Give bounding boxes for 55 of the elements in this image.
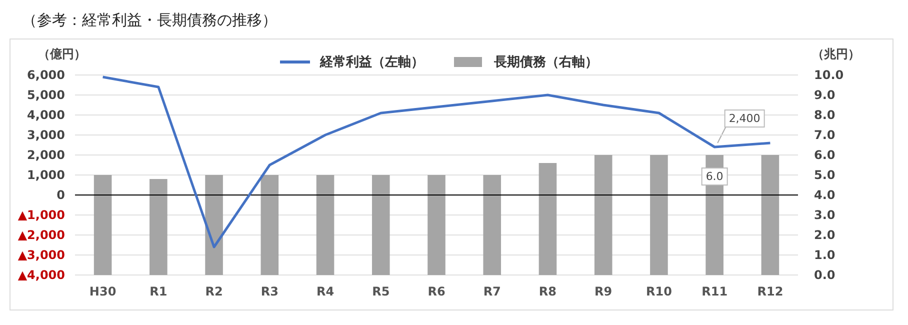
y-tick-label: ▲4,000: [18, 268, 65, 282]
y2-tick-label: 1.0: [814, 248, 836, 262]
y-tick-label: ▲3,000: [18, 248, 65, 262]
y2-tick-label: 9.0: [814, 88, 836, 102]
y2-tick-label: 7.0: [814, 128, 836, 142]
legend-label: 長期債務（右軸）: [493, 55, 598, 70]
y2-tick-label: 3.0: [814, 208, 836, 222]
y-tick-label: 2,000: [27, 148, 65, 162]
x-tick-label: R11: [702, 284, 728, 299]
y-tick-label: ▲2,000: [18, 228, 65, 242]
y-tick-label: 5,000: [27, 88, 65, 102]
bar: [372, 175, 390, 275]
data-label: 6.0: [706, 170, 724, 184]
x-tick-label: R5: [372, 284, 390, 299]
legend-label: 経常利益（左軸）: [319, 54, 424, 70]
y2-tick-label: 0.0: [814, 268, 836, 282]
y-tick-label: 0: [56, 188, 65, 202]
bar: [94, 175, 112, 275]
y2-axis-title: （兆円）: [812, 47, 860, 61]
x-tick-label: R2: [205, 284, 223, 299]
x-tick-label: R10: [646, 284, 672, 299]
chart-title: （参考：経常利益・長期債務の推移）: [22, 11, 277, 29]
bar: [260, 175, 279, 275]
y2-tick-label: 4.0: [814, 188, 836, 202]
data-label: 2,400: [728, 112, 760, 126]
x-tick-label: R9: [594, 284, 612, 299]
y2-tick-label: 2.0: [814, 228, 836, 242]
bar: [650, 155, 668, 275]
bar: [316, 175, 334, 275]
bar: [150, 179, 168, 275]
y2-tick-label: 10.0: [814, 68, 844, 82]
x-tick-label: H30: [89, 284, 116, 299]
y-tick-label: 3,000: [27, 128, 65, 142]
x-tick-label: R1: [150, 284, 168, 299]
bar: [538, 163, 557, 275]
bar: [761, 155, 780, 275]
x-tick-label: R6: [428, 284, 446, 299]
bar: [483, 175, 502, 275]
bar: [594, 155, 612, 275]
y-tick-label: ▲1,000: [18, 208, 65, 222]
x-tick-label: R7: [483, 284, 501, 299]
x-tick-label: R4: [316, 284, 334, 299]
y2-tick-label: 6.0: [814, 148, 836, 162]
y-tick-label: 1,000: [27, 168, 65, 182]
line-series: [102, 76, 772, 248]
y-tick-label: 6,000: [27, 68, 65, 82]
y-tick-label: 4,000: [27, 108, 65, 122]
y2-tick-label: 8.0: [814, 108, 836, 122]
bar: [205, 175, 223, 275]
x-tick-label: R3: [260, 284, 278, 299]
x-tick-label: R12: [757, 284, 784, 299]
y-axis-title: （億円）: [38, 47, 86, 61]
x-tick-label: R8: [538, 284, 557, 299]
bar: [428, 175, 446, 275]
y2-tick-label: 5.0: [814, 168, 836, 182]
